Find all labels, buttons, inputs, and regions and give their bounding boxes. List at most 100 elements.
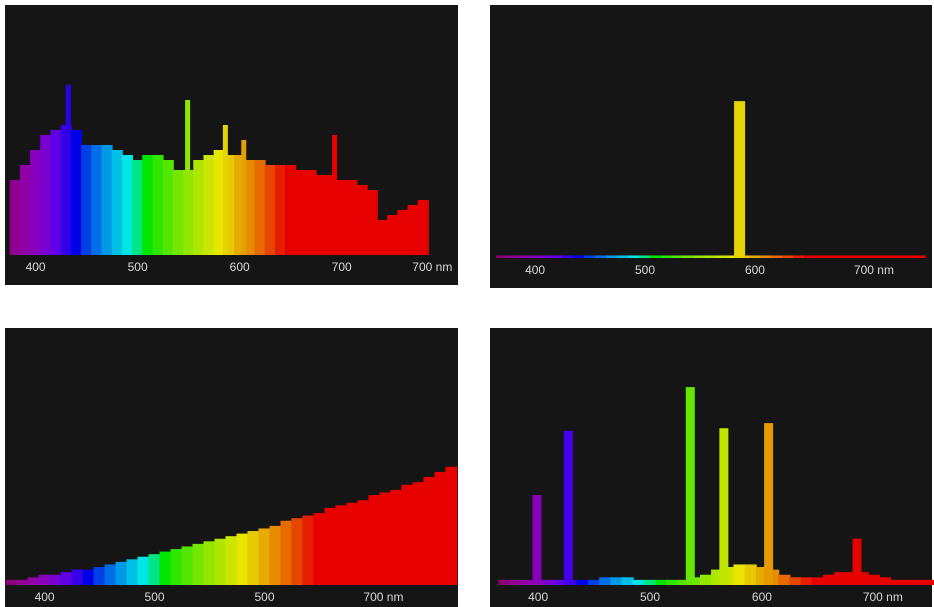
spectrum-bar: [335, 505, 348, 585]
spectrum-bar: [397, 210, 409, 255]
spectrum-bar: [49, 574, 62, 585]
spectrum-bar: [770, 255, 783, 258]
x-tick-label: 400: [528, 590, 548, 604]
spectrum-bar: [5, 579, 18, 585]
spectrum-bar: [269, 525, 282, 585]
spectrum-bar: [699, 574, 713, 585]
emission-line: [65, 85, 71, 255]
emission-line: [563, 430, 573, 585]
spectrum-bar: [733, 564, 746, 585]
spectrum-bar: [137, 556, 150, 585]
spectrum-bar: [71, 569, 84, 585]
spectrum-bar: [30, 150, 42, 255]
emission-line: [852, 538, 862, 585]
spectrum-bar: [599, 577, 612, 585]
spectrum-bar: [152, 155, 164, 255]
x-tick-label: 700 nm: [412, 260, 452, 274]
spectrum-bar: [325, 175, 338, 255]
spectrum-bar: [172, 170, 185, 255]
spectrum-bar: [27, 577, 40, 585]
spectrum-bar: [803, 255, 816, 258]
spectrum-bar: [902, 255, 915, 258]
x-tick-label: 700 nm: [863, 590, 903, 604]
spectrum-bar: [70, 130, 83, 255]
spectrum-bar: [639, 255, 652, 258]
spectrum-bar: [509, 579, 522, 585]
spectrum-bar: [705, 255, 717, 258]
spectrum-bar: [617, 255, 630, 258]
spectrum-bar: [822, 574, 836, 585]
spectrum-bar: [357, 500, 370, 585]
spectrum-bar: [60, 572, 73, 585]
spectrum-bar: [19, 165, 32, 255]
spectrum-bar: [82, 569, 95, 585]
spectrum-bar: [496, 255, 509, 258]
spectrum-bar: [847, 255, 860, 258]
spectrum-bar: [244, 160, 256, 255]
spectrum-bar: [305, 170, 317, 255]
spectrum-bar: [213, 150, 225, 255]
spectrum-bar: [498, 579, 511, 585]
spectrum-bar: [390, 489, 403, 585]
spectrum-bar: [295, 170, 307, 255]
spectrum-bar: [302, 515, 315, 585]
spectrum-bar: [573, 255, 586, 258]
spectrum-bar: [878, 577, 892, 585]
emission-line: [332, 135, 338, 255]
spectrum-bar: [16, 579, 29, 585]
spectrum-bar: [376, 220, 389, 255]
spectrum-bar: [313, 513, 326, 585]
spectrum-bar: [672, 255, 685, 258]
spectrum-bar: [792, 255, 805, 258]
spectrum-bar: [285, 165, 297, 255]
spectrum-bar: [142, 155, 154, 255]
spectrum-bar: [643, 579, 657, 585]
spectrum-bar: [356, 185, 368, 255]
x-tick-label: 700 nm: [363, 590, 403, 604]
spectrum-bar: [214, 538, 227, 585]
spectrum-bar: [346, 502, 359, 585]
spectrum-bar: [121, 155, 134, 255]
spectrum-bar: [387, 215, 399, 255]
spectrum-bar: [890, 579, 903, 585]
spectrum-bar: [912, 579, 925, 585]
spectrum-bar: [606, 255, 619, 258]
spectrum-bar: [9, 180, 21, 255]
x-tick-label: 600: [745, 263, 765, 277]
spectrum-bar: [254, 160, 266, 255]
spectrum-bar: [628, 255, 641, 258]
x-tick-label: 500: [640, 590, 660, 604]
spectrum-bar: [81, 145, 93, 255]
x-tick-label: 500: [128, 260, 148, 274]
spectrum-bar: [203, 155, 215, 255]
spectrum-bar: [412, 482, 425, 585]
spectrum-bar: [744, 564, 757, 585]
spectrum-bar: [115, 561, 128, 585]
spectrum-bar: [264, 165, 276, 255]
spectrum-bar: [562, 255, 575, 258]
spectrum-bar: [759, 255, 772, 258]
spectrum-bar: [694, 255, 707, 258]
spectrum-bar: [621, 577, 634, 585]
spectrum-bar: [584, 255, 597, 258]
spectrum-bar: [748, 255, 761, 258]
spectrum-bar: [234, 155, 246, 255]
spectrum-bar: [40, 135, 52, 255]
x-tick-label: 400: [525, 263, 545, 277]
spectrum-bar: [554, 579, 567, 585]
x-tick-label: 400: [35, 590, 55, 604]
spectrum-bar: [825, 255, 838, 258]
spectrum-bar: [715, 255, 728, 258]
spectrum-bar: [192, 543, 205, 585]
emission-line: [241, 140, 247, 255]
x-tick-label: 600: [752, 590, 772, 604]
spectrum-bar: [38, 574, 51, 585]
spectrum-bar: [291, 518, 304, 585]
spectrum-bar: [811, 577, 824, 585]
emission-line: [532, 495, 542, 585]
x-tick-label: 500: [145, 590, 165, 604]
emission-line: [222, 125, 228, 255]
spectrum-bar: [778, 574, 791, 585]
spectrum-bar: [336, 180, 348, 255]
